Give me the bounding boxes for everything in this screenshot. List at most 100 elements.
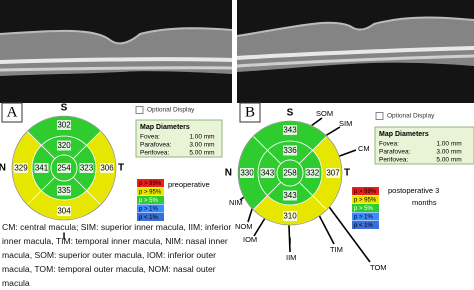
map-diameters-box (135, 119, 223, 158)
value-box (57, 140, 71, 151)
sector-value: 258 (283, 169, 297, 178)
diameter-value: 1.00 mm (436, 141, 461, 148)
value-box (79, 163, 94, 173)
value-box (57, 120, 71, 130)
legend-swatch (137, 213, 164, 221)
orientation: I (289, 237, 292, 248)
annotation: SIM (339, 119, 352, 128)
sector-value: 323 (80, 164, 94, 173)
value-box (283, 145, 297, 156)
value-box (305, 168, 320, 178)
value-box (57, 163, 71, 173)
diameter-name: Perifovea: (379, 157, 408, 164)
legend-label: p > 99% (354, 189, 377, 195)
diameter-value: 3.00 mm (436, 149, 461, 156)
diameter-name: Parafovea: (379, 149, 411, 156)
sector-value: 304 (57, 207, 71, 216)
legend-caption: postoperative 3 months (388, 186, 439, 207)
legend-swatch (352, 212, 379, 221)
map-diameters-title: Map Diameters (379, 131, 429, 138)
diameter-name: Parafovea: (140, 142, 172, 149)
sector-value: 341 (35, 164, 49, 173)
figure: A 320 302 323 306 335 304 341 329 254 S I N T Optional… (0, 0, 474, 272)
sector-value: 330 (240, 169, 254, 178)
diameter-value: 5.00 mm (189, 150, 214, 157)
oct-scan-a (0, 0, 233, 103)
sector-value: 343 (283, 191, 297, 200)
leader-line (323, 199, 371, 263)
sector-value: 336 (283, 146, 297, 155)
legend-swatch (137, 179, 164, 187)
legend-caption: preoperative (168, 180, 210, 189)
sector-value: 302 (57, 121, 71, 130)
value-box (34, 163, 49, 173)
value-box (14, 163, 28, 173)
checkbox (375, 112, 384, 120)
legend-label: p > 95% (354, 197, 377, 203)
value-box (100, 163, 114, 173)
annotation: TOM (370, 263, 387, 272)
map-diameters-title: Map Diameters (140, 124, 190, 131)
sector-value: 343 (283, 126, 297, 135)
legend-label: p < 1% (354, 223, 374, 229)
value-box (260, 168, 275, 178)
map-outline (237, 120, 343, 226)
legend-swatch (352, 221, 379, 229)
legend-swatch (137, 196, 164, 204)
legend-swatch (352, 187, 379, 195)
value-box (283, 168, 297, 178)
orientation: N (225, 168, 232, 179)
checkbox-label: Optional Display (387, 113, 435, 120)
annotation: CM (358, 144, 370, 153)
panel: A 320 302 323 306 335 304 341 329 254 S I N T Optional… (0, 102, 223, 243)
checkbox (135, 106, 144, 114)
value-box (283, 211, 297, 221)
value-box (57, 206, 71, 216)
legend-swatch (352, 204, 379, 212)
sector-value: 310 (283, 212, 297, 221)
annotation: IOM (243, 235, 257, 244)
legend-label: p < 1% (139, 215, 159, 221)
sector-value: 332 (306, 169, 320, 178)
value-box (57, 185, 71, 196)
orientation: T (344, 168, 350, 179)
value-box (240, 168, 254, 178)
diameter-name: Fovea: (140, 134, 160, 141)
diameter-value: 1.00 mm (189, 134, 214, 141)
orientation: N (0, 163, 6, 174)
sector-value: 254 (57, 164, 71, 173)
annotation: IIM (286, 253, 296, 262)
sector-value: 307 (326, 169, 340, 178)
diameter-name: Perifovea: (140, 150, 169, 157)
value-box (326, 168, 340, 178)
panel-label-box (239, 102, 261, 123)
map-outline (11, 115, 117, 221)
panel: B 336 343 332 307 343 310 343 330 258 S I N T Optional… (225, 102, 474, 272)
sector-value: 320 (57, 141, 71, 150)
orientation: S (287, 108, 294, 119)
checkbox-label: Optional Display (147, 107, 195, 114)
legend-label: p > 5% (139, 198, 159, 204)
value-box (283, 125, 297, 135)
orientation: I (63, 232, 66, 243)
annotation: NOM (235, 222, 253, 231)
diameter-value: 3.00 mm (189, 142, 214, 149)
map-diameters-box (374, 126, 474, 165)
diameter-name: Fovea: (379, 141, 399, 148)
annotation: TIM (330, 245, 343, 254)
panel-label: A (7, 104, 18, 120)
legend-swatch (352, 195, 379, 204)
orientation: T (118, 163, 124, 174)
legend-swatch (137, 204, 164, 213)
sector-value: 335 (57, 186, 71, 195)
panel-label: B (245, 104, 255, 120)
legend-label: p > 5% (354, 206, 374, 212)
legend-label: p > 99% (139, 181, 162, 187)
sector-value: 306 (100, 164, 114, 173)
diameter-value: 5.00 mm (436, 157, 461, 164)
value-box (283, 190, 297, 201)
legend-label: p > 95% (139, 189, 162, 195)
annotation: NIM (229, 198, 243, 207)
legend-label: p > 1% (139, 206, 159, 212)
